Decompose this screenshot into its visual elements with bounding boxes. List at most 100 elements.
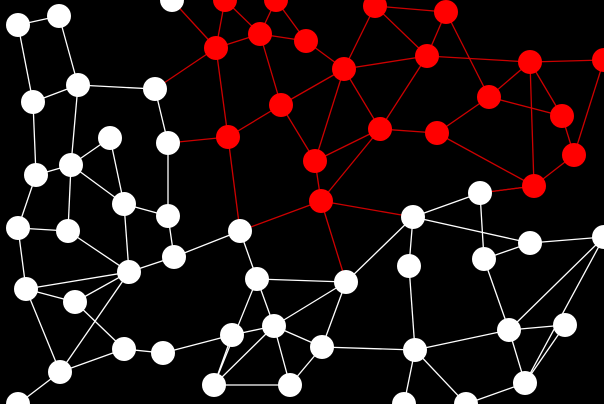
free-node[interactable] bbox=[160, 0, 184, 12]
graph-edge bbox=[70, 84, 79, 166]
free-node[interactable] bbox=[245, 267, 269, 291]
free-node[interactable] bbox=[397, 254, 421, 278]
free-node[interactable] bbox=[156, 131, 180, 155]
captured-node[interactable] bbox=[294, 29, 318, 53]
captured-node[interactable] bbox=[303, 149, 327, 173]
captured-node[interactable] bbox=[592, 48, 604, 72]
free-node[interactable] bbox=[497, 318, 521, 342]
free-node[interactable] bbox=[310, 335, 334, 359]
free-node[interactable] bbox=[66, 73, 90, 97]
free-node[interactable] bbox=[454, 392, 478, 404]
graph-edge bbox=[379, 55, 428, 130]
graph-edge bbox=[227, 136, 241, 232]
captured-node[interactable] bbox=[216, 125, 240, 149]
graph-edge bbox=[414, 349, 467, 404]
graph-edge bbox=[17, 24, 34, 103]
free-node[interactable] bbox=[56, 219, 80, 243]
graph-edge bbox=[320, 128, 381, 202]
graph-edge bbox=[320, 200, 414, 218]
free-node[interactable] bbox=[278, 373, 302, 397]
free-node[interactable] bbox=[553, 313, 577, 337]
captured-node[interactable] bbox=[309, 189, 333, 213]
graph-edge bbox=[374, 5, 428, 57]
free-node[interactable] bbox=[151, 341, 175, 365]
captured-node[interactable] bbox=[477, 85, 501, 109]
graph-edge bbox=[256, 278, 347, 283]
captured-node[interactable] bbox=[248, 22, 272, 46]
graph-edge bbox=[483, 258, 510, 331]
free-node[interactable] bbox=[6, 216, 30, 240]
captured-node[interactable] bbox=[332, 57, 356, 81]
free-node[interactable] bbox=[202, 373, 226, 397]
captured-node[interactable] bbox=[264, 0, 288, 12]
captured-node[interactable] bbox=[518, 50, 542, 74]
graph-edge bbox=[314, 128, 381, 162]
free-node[interactable] bbox=[63, 290, 87, 314]
graph-edge bbox=[345, 216, 414, 283]
captured-node[interactable] bbox=[204, 36, 228, 60]
free-node[interactable] bbox=[112, 337, 136, 361]
free-node[interactable] bbox=[48, 360, 72, 384]
free-node[interactable] bbox=[98, 126, 122, 150]
graph-edge bbox=[215, 47, 229, 138]
free-node[interactable] bbox=[156, 204, 180, 228]
graph-edge bbox=[343, 55, 428, 70]
graph-edge bbox=[412, 216, 531, 244]
free-node[interactable] bbox=[220, 323, 244, 347]
graph-edge bbox=[273, 281, 347, 327]
graph-edge bbox=[154, 47, 217, 90]
free-node[interactable] bbox=[47, 4, 71, 28]
free-node[interactable] bbox=[112, 192, 136, 216]
graph-edge bbox=[32, 101, 37, 176]
free-node[interactable] bbox=[14, 277, 38, 301]
graph-edge bbox=[508, 236, 604, 331]
free-node[interactable] bbox=[6, 13, 30, 37]
captured-node[interactable] bbox=[434, 0, 458, 24]
free-node[interactable] bbox=[513, 371, 537, 395]
captured-node[interactable] bbox=[550, 104, 574, 128]
graph-edge bbox=[259, 33, 282, 106]
graph-edge bbox=[213, 325, 275, 386]
free-node[interactable] bbox=[59, 153, 83, 177]
free-node[interactable] bbox=[6, 392, 30, 404]
captured-node[interactable] bbox=[269, 93, 293, 117]
captured-node[interactable] bbox=[213, 0, 237, 12]
captured-node[interactable] bbox=[363, 0, 387, 18]
graph-edge bbox=[529, 59, 604, 63]
free-node[interactable] bbox=[468, 181, 492, 205]
captured-node[interactable] bbox=[562, 143, 586, 167]
free-node[interactable] bbox=[228, 219, 252, 243]
graph-edge bbox=[280, 68, 345, 106]
captured-node[interactable] bbox=[425, 121, 449, 145]
free-node[interactable] bbox=[518, 231, 542, 255]
free-node[interactable] bbox=[143, 77, 167, 101]
free-node[interactable] bbox=[21, 90, 45, 114]
graph-edge bbox=[529, 61, 535, 187]
graph-edge bbox=[25, 288, 61, 373]
free-node[interactable] bbox=[24, 163, 48, 187]
graph-edge bbox=[77, 84, 156, 90]
graph-edge bbox=[573, 59, 604, 156]
free-node[interactable] bbox=[592, 225, 604, 249]
graph-edge bbox=[239, 200, 322, 232]
captured-node[interactable] bbox=[415, 44, 439, 68]
graph-edge bbox=[320, 200, 347, 283]
graph-edge bbox=[59, 271, 130, 373]
graph-edge bbox=[488, 96, 563, 117]
free-node[interactable] bbox=[262, 314, 286, 338]
graph-edge bbox=[408, 265, 416, 351]
free-node[interactable] bbox=[162, 245, 186, 269]
free-node[interactable] bbox=[472, 247, 496, 271]
graph-edge bbox=[321, 346, 416, 351]
graph-nodes[interactable] bbox=[6, 0, 604, 404]
captured-node[interactable] bbox=[368, 117, 392, 141]
free-node[interactable] bbox=[401, 205, 425, 229]
graph-edge bbox=[436, 132, 535, 187]
graph-edge bbox=[314, 68, 345, 162]
free-node[interactable] bbox=[117, 260, 141, 284]
captured-node[interactable] bbox=[522, 174, 546, 198]
free-node[interactable] bbox=[334, 270, 358, 294]
free-node[interactable] bbox=[403, 338, 427, 362]
free-node[interactable] bbox=[392, 392, 416, 404]
